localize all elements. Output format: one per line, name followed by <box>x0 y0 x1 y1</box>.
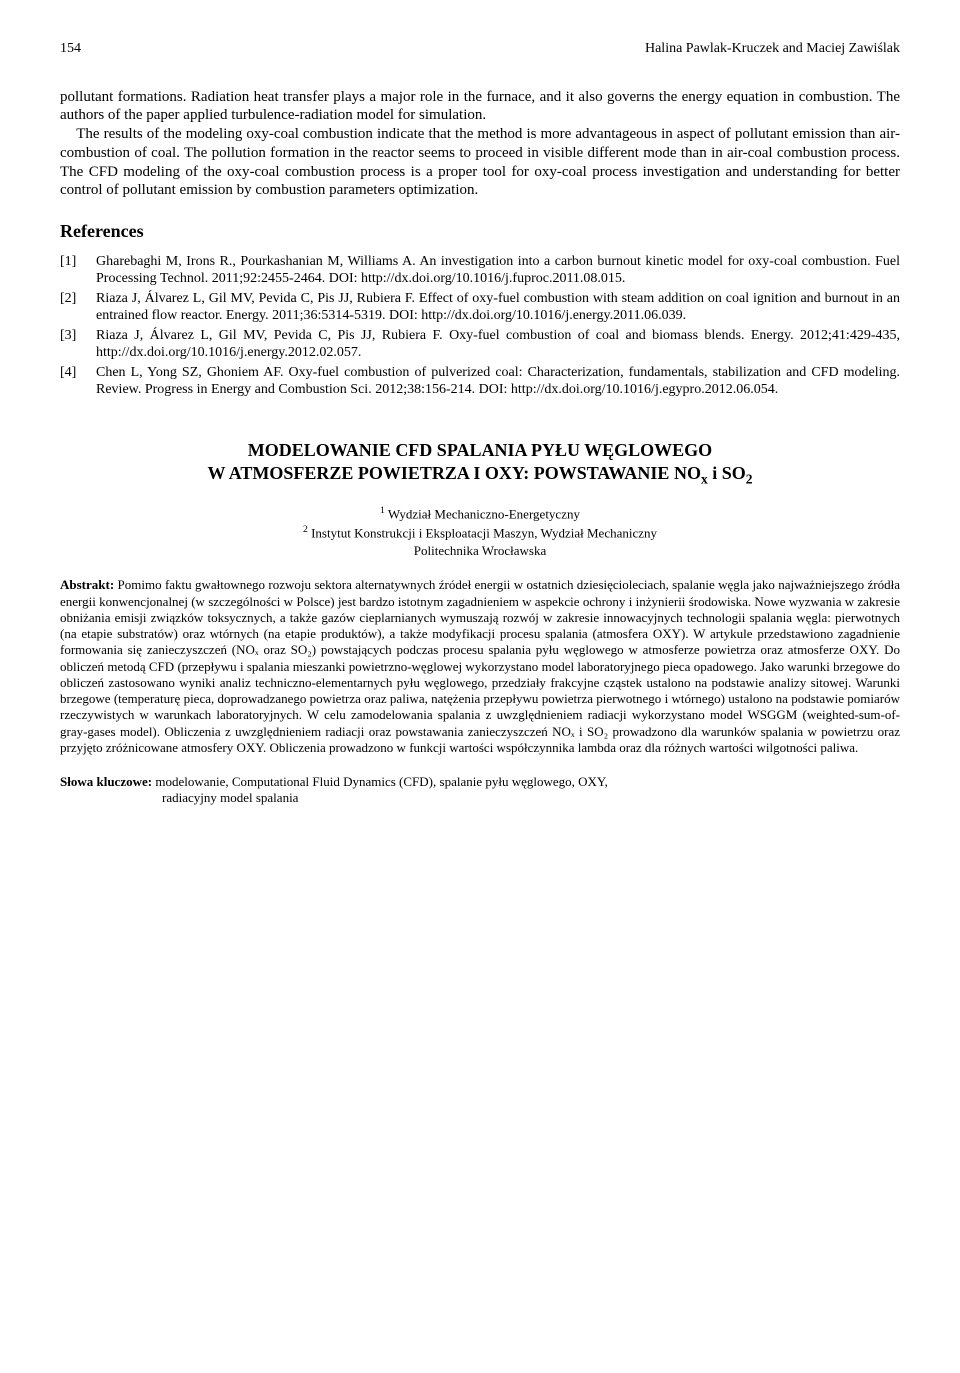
references-heading: References <box>60 220 900 243</box>
keywords: Słowa kluczowe: modelowanie, Computation… <box>60 774 900 807</box>
title-subscript: 2 <box>746 471 753 486</box>
body-paragraph: pollutant formations. Radiation heat tra… <box>60 88 900 201</box>
affiliations: 1 Wydział Mechaniczno-Energetyczny 2 Ins… <box>60 504 900 559</box>
reference-text: Gharebaghi M, Irons R., Pourkashanian M,… <box>96 253 900 288</box>
affil-line: Wydział Mechaniczno-Energetyczny <box>385 506 580 521</box>
reference-item: [3] Riaza J, Álvarez L, Gil MV, Pevida C… <box>60 327 900 362</box>
polish-abstract: Abstrakt: Pomimo faktu gwałtownego rozwo… <box>60 577 900 756</box>
title-mid: i SO <box>708 463 746 483</box>
running-head: Halina Pawlak-Kruczek and Maciej Zawiśla… <box>645 40 900 58</box>
title-line-2: W ATMOSFERZE POWIETRZA I OXY: POWSTAWANI… <box>208 463 701 483</box>
title-subscript: x <box>701 471 708 486</box>
abstract-label: Abstrakt: <box>60 577 114 592</box>
reference-number: [2] <box>60 290 96 325</box>
reference-item: [4] Chen L, Yong SZ, Ghoniem AF. Oxy-fue… <box>60 364 900 399</box>
reference-text: Riaza J, Álvarez L, Gil MV, Pevida C, Pi… <box>96 290 900 325</box>
keywords-text: modelowanie, Computational Fluid Dynamic… <box>152 774 608 789</box>
abstract-text: Pomimo faktu gwałtownego rozwoju sektora… <box>60 577 900 755</box>
keywords-label: Słowa kluczowe: <box>60 774 152 789</box>
references-list: [1] Gharebaghi M, Irons R., Pourkashania… <box>60 253 900 399</box>
title-line-1: MODELOWANIE CFD SPALANIA PYŁU WĘGLOWEGO <box>248 440 712 460</box>
reference-number: [1] <box>60 253 96 288</box>
affil-line: Instytut Konstrukcji i Eksploatacji Masz… <box>308 525 657 540</box>
reference-text: Chen L, Yong SZ, Ghoniem AF. Oxy-fuel co… <box>96 364 900 399</box>
reference-text: Riaza J, Álvarez L, Gil MV, Pevida C, Pi… <box>96 327 900 362</box>
reference-number: [4] <box>60 364 96 399</box>
page-header: 154 Halina Pawlak-Kruczek and Maciej Zaw… <box>60 40 900 58</box>
keywords-text-cont: radiacyjny model spalania <box>60 790 900 806</box>
reference-item: [2] Riaza J, Álvarez L, Gil MV, Pevida C… <box>60 290 900 325</box>
reference-item: [1] Gharebaghi M, Irons R., Pourkashania… <box>60 253 900 288</box>
page-number: 154 <box>60 40 81 58</box>
reference-number: [3] <box>60 327 96 362</box>
polish-title: MODELOWANIE CFD SPALANIA PYŁU WĘGLOWEGO … <box>60 439 900 489</box>
affil-line: Politechnika Wrocławska <box>414 543 546 558</box>
